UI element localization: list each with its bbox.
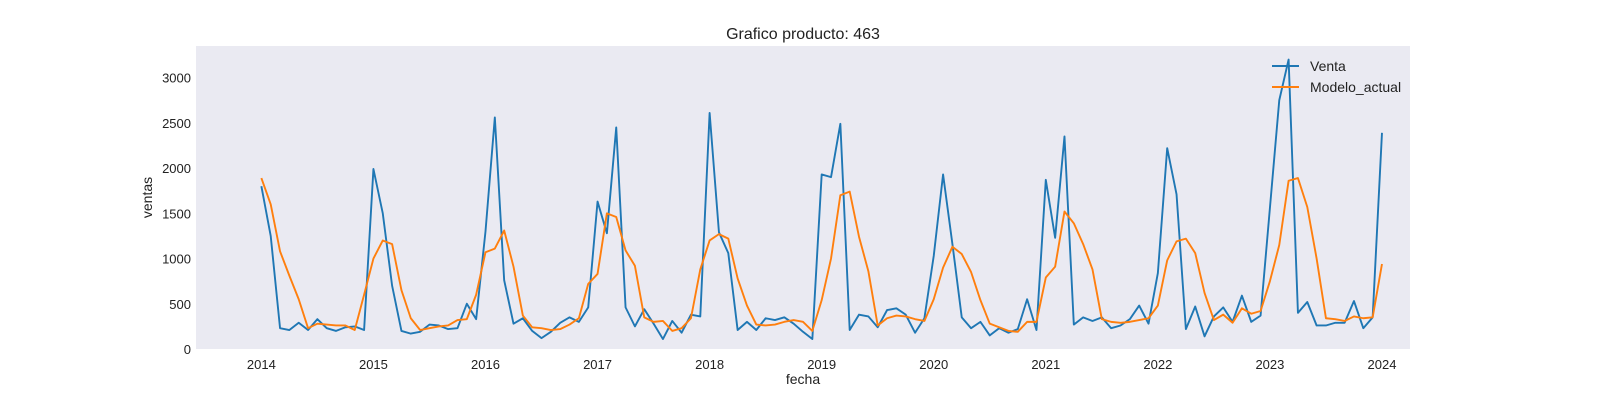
series-layer [260, 58, 1383, 340]
y-tick-label: 2500 [162, 116, 191, 131]
y-tick-label: 0 [184, 342, 191, 357]
x-tick-label: 2015 [359, 357, 388, 372]
x-tick-label: 2020 [919, 357, 948, 372]
x-tick-label: 2014 [247, 357, 276, 372]
y-tick-label: 1500 [162, 206, 191, 221]
y-tick-label: 3000 [162, 71, 191, 86]
x-tick-label: 2018 [695, 357, 724, 372]
y-axis-label: ventas [139, 177, 155, 218]
x-tick-label: 2019 [807, 357, 836, 372]
legend-label-venta: Venta [1310, 58, 1346, 74]
y-tick-label: 500 [169, 297, 191, 312]
chart-title: Grafico producto: 463 [726, 26, 880, 43]
series-line-modelo-actual [260, 177, 1383, 333]
plot-area [196, 46, 1410, 349]
x-axis-label: fecha [786, 371, 820, 387]
y-tick-label: 2000 [162, 161, 191, 176]
legend-label-modelo-actual: Modelo_actual [1310, 79, 1401, 95]
y-axis: 0 500 1000 1500 2000 2500 3000 [162, 71, 191, 357]
y-tick-label: 1000 [162, 252, 191, 267]
x-tick-label: 2022 [1143, 357, 1172, 372]
x-tick-label: 2021 [1031, 357, 1060, 372]
x-tick-label: 2024 [1368, 357, 1397, 372]
legend: Venta Modelo_actual [1272, 58, 1401, 95]
x-axis: 2014 2015 2016 2017 2018 2019 2020 2021 2022 2023… [247, 357, 1397, 372]
x-tick-label: 2016 [471, 357, 500, 372]
x-tick-label: 2023 [1255, 357, 1284, 372]
x-tick-label: 2017 [583, 357, 612, 372]
series-line-venta [260, 58, 1383, 340]
